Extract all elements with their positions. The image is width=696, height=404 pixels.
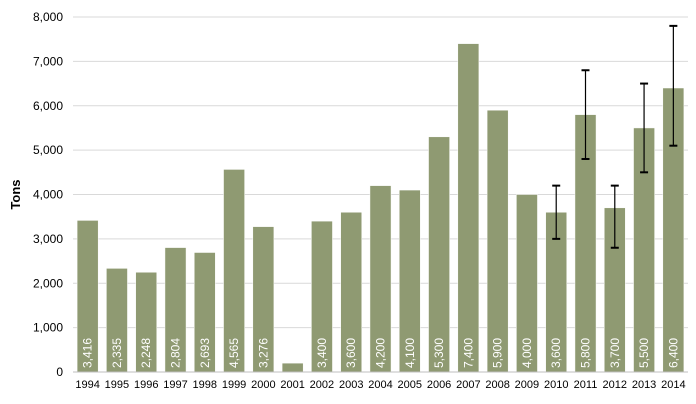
y-axis-label: Tons: [8, 179, 23, 209]
y-tick-label: 7,000: [33, 54, 63, 68]
x-tick-label: 2003: [339, 379, 363, 391]
y-tick-label: 0: [56, 365, 63, 379]
y-tick-label: 4,000: [33, 188, 63, 202]
x-tick-label: 2005: [398, 379, 422, 391]
bar-value-label: 4,000: [520, 338, 534, 368]
y-tick-label: 8,000: [33, 10, 63, 24]
bar-value-label: 4,100: [403, 338, 417, 368]
bar-value-label: 2,335: [110, 338, 124, 368]
bar: [486, 109, 509, 373]
y-axis-ticks: 0 1,000 2,000 3,000 4,000 5,000 6,000 7,000 8,00…: [33, 10, 63, 379]
y-tick-label: 6,000: [33, 99, 63, 113]
x-tick-label: 2012: [603, 379, 627, 391]
x-tick-label: 2008: [485, 379, 509, 391]
bar-value-label: 5,300: [432, 338, 446, 368]
bar: [457, 43, 480, 373]
bar-value-label: 3,600: [549, 338, 563, 368]
x-tick-label: 2010: [544, 379, 568, 391]
x-tick-label: 2014: [661, 379, 685, 391]
bar-value-label: 5,800: [579, 338, 593, 368]
error-bars: [552, 24, 678, 249]
error-bar: [640, 82, 649, 174]
bar-value-label: 3,400: [315, 338, 329, 368]
bar-value-label: 2,804: [169, 338, 183, 368]
x-tick-label: 1994: [75, 379, 99, 391]
x-tick-label: 1998: [193, 379, 217, 391]
bar-value-label: 2,248: [139, 338, 153, 368]
x-axis-ticks: 1994 1995 1996 1997 1998 1999 2000 2001 2002 2003…: [75, 379, 685, 391]
x-tick-label: 1997: [163, 379, 187, 391]
bar-value-label: 3,276: [256, 338, 270, 368]
x-tick-label: 2000: [251, 379, 275, 391]
x-tick-label: 2011: [574, 379, 598, 391]
x-tick-label: 2004: [368, 379, 392, 391]
bar-value-label: 3,700: [608, 338, 622, 368]
error-bar: [581, 69, 590, 160]
bar-value-label: 3,600: [344, 338, 358, 368]
y-tick-label: 3,000: [33, 232, 63, 246]
bar-value-label: 6,400: [666, 338, 680, 368]
y-tick-label: 5,000: [33, 143, 63, 157]
error-bar: [669, 24, 678, 147]
x-tick-label: 2007: [456, 379, 480, 391]
bar-value-label: 4,200: [374, 338, 388, 368]
error-bar: [610, 184, 619, 249]
y-tick-label: 2,000: [33, 276, 63, 290]
bar-value-label: 5,900: [491, 338, 505, 368]
bar-value-labels: 3,416 2,335 2,248 2,804 2,693 4,565 3,276 3,400…: [81, 338, 681, 368]
x-tick-label: 2002: [310, 379, 334, 391]
bar-value-label: 3,416: [81, 338, 95, 368]
y-tick-label: 1,000: [33, 321, 63, 335]
x-tick-label: 1996: [134, 379, 158, 391]
x-tick-label: 2006: [427, 379, 451, 391]
bars: [76, 43, 685, 373]
x-tick-label: 1995: [105, 379, 129, 391]
bar: [281, 362, 304, 373]
bar-value-label: 7,400: [461, 338, 475, 368]
bar-value-label: 5,500: [637, 338, 651, 368]
error-bar: [552, 184, 561, 240]
x-tick-label: 2009: [515, 379, 539, 391]
bar-value-label: 4,565: [227, 338, 241, 368]
x-tick-label: 2001: [280, 379, 304, 391]
x-tick-label: 2013: [632, 379, 656, 391]
x-tick-label: 1999: [222, 379, 246, 391]
bar: [428, 136, 450, 373]
bar-value-label: 2,693: [198, 338, 212, 368]
